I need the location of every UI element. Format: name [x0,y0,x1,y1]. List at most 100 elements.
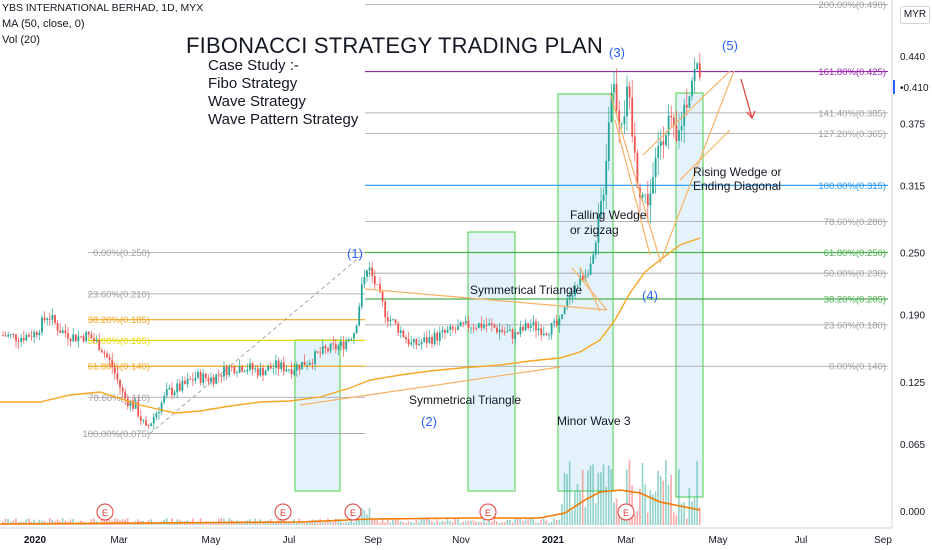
candle-body [537,328,540,331]
candle-body [685,104,688,108]
candle-body [4,335,7,337]
candle-body [2,335,4,337]
volume-bar [589,465,592,525]
candle-body [605,161,608,195]
candle-body [563,307,566,315]
volume-ma-line [0,489,701,525]
volume-bar [103,518,106,525]
candle-body [477,323,480,329]
volume-bar [618,512,620,525]
candle-body [688,96,691,108]
candle-body [9,334,12,336]
candle-body [438,331,441,341]
candle-body [490,323,493,325]
candle-body [633,136,636,153]
candle-body [462,322,465,324]
volume-bar [649,490,652,525]
candle-body [420,341,423,344]
candle-body [184,380,186,385]
candle-body [152,417,155,424]
volume-bar [594,503,597,525]
candle-body [163,395,166,403]
volume-bar [459,522,462,525]
volume-bar [579,491,581,525]
candle-body [384,301,387,318]
volume-bar [496,521,498,525]
candle-body [93,338,95,341]
volume-bar [475,521,477,525]
fib-level-label: 161.80%(0.425) [818,67,886,78]
volume-bar [514,518,516,525]
candle-body [282,362,285,372]
candle-body [376,284,379,286]
volume-bar [191,518,194,525]
volume-bar [550,521,553,525]
x-tick-label: Jul [795,535,808,546]
candle-body [103,352,106,354]
candle-body [592,254,595,264]
candle-body [197,372,199,378]
pattern-label: Rising Wedge or [693,165,782,179]
volume-bar [540,519,542,525]
volume-bar [106,518,108,525]
volume-bar [490,521,493,525]
volume-bar [607,465,610,525]
x-tick-label: 2020 [24,535,47,546]
fib-level-label: 38.20%(0.205) [824,295,886,306]
candle-body [121,387,124,392]
candle-body [204,373,207,379]
currency-button[interactable]: MYR [900,6,930,24]
candle-body [415,339,418,345]
candle-body [392,319,394,321]
pattern-label: Symmetrical Triangle [470,283,582,297]
volume-bar [394,519,397,525]
candle-body [441,329,444,332]
volume-bar [444,521,446,525]
volume-bar [691,501,693,525]
candle-body [589,263,592,275]
volume-bar [428,519,431,525]
volume-bar [69,519,72,525]
volume-bar [72,518,74,525]
candle-body [329,343,332,352]
volume-bar [342,522,345,525]
candle-body [90,334,93,339]
candle-body [61,330,64,334]
volume-bar [113,518,116,525]
volume-bar [337,519,340,525]
trendline [679,129,731,181]
wave-label: (1) [347,246,363,261]
volume-bar [306,522,308,525]
candle-body [280,362,283,370]
volume-bar [121,519,124,525]
candle-body [119,379,121,388]
candle-body [594,242,597,255]
candle-body [238,366,241,373]
volume-bar [15,518,17,525]
candle-body [464,320,467,324]
candle-body [581,275,584,281]
candle-body [269,365,272,369]
candle-body [277,360,280,370]
volume-bar [12,520,15,525]
candle-body [137,401,140,417]
candle-body [316,351,319,353]
candle-body [670,115,673,118]
volume-bar [350,520,353,525]
candle-body [69,338,72,342]
y-tick-label: 0.375 [900,119,925,130]
trendline [659,70,735,264]
candle-body [553,320,556,323]
ma-legend[interactable]: MA (50, close, 0) [2,18,85,30]
earnings-event-icon [96,503,114,521]
candle-body [514,332,517,339]
volume-bar [25,519,28,525]
candle-body [233,366,236,374]
volume-legend[interactable]: Vol (20) [2,34,40,46]
volume-bar [574,491,576,525]
candle-body [25,334,28,341]
volume-bar [631,485,633,525]
candle-body [48,318,51,320]
volume-bar [56,519,59,525]
